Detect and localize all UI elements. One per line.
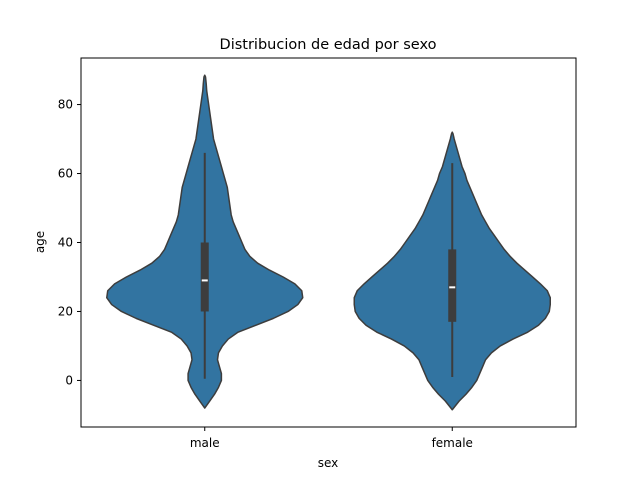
y-tick-label: 0 <box>65 373 73 387</box>
x-axis-title: sex <box>318 456 339 470</box>
x-tick-label: male <box>190 436 220 450</box>
plot-area <box>106 74 551 411</box>
x-tick-label: female <box>432 436 473 450</box>
y-tick-label: 60 <box>58 167 73 181</box>
y-tick-label: 20 <box>58 304 73 318</box>
chart-title: Distribucion de edad por sexo <box>220 37 437 53</box>
y-tick-label: 40 <box>58 236 73 250</box>
axes: 0 20 40 60 80 male female <box>58 98 473 450</box>
iqr-box-male <box>200 242 209 312</box>
plot-frame <box>80 57 577 428</box>
iqr-box-female <box>448 249 457 322</box>
y-tick-label: 80 <box>58 98 73 112</box>
y-axis-title: age <box>33 231 47 253</box>
